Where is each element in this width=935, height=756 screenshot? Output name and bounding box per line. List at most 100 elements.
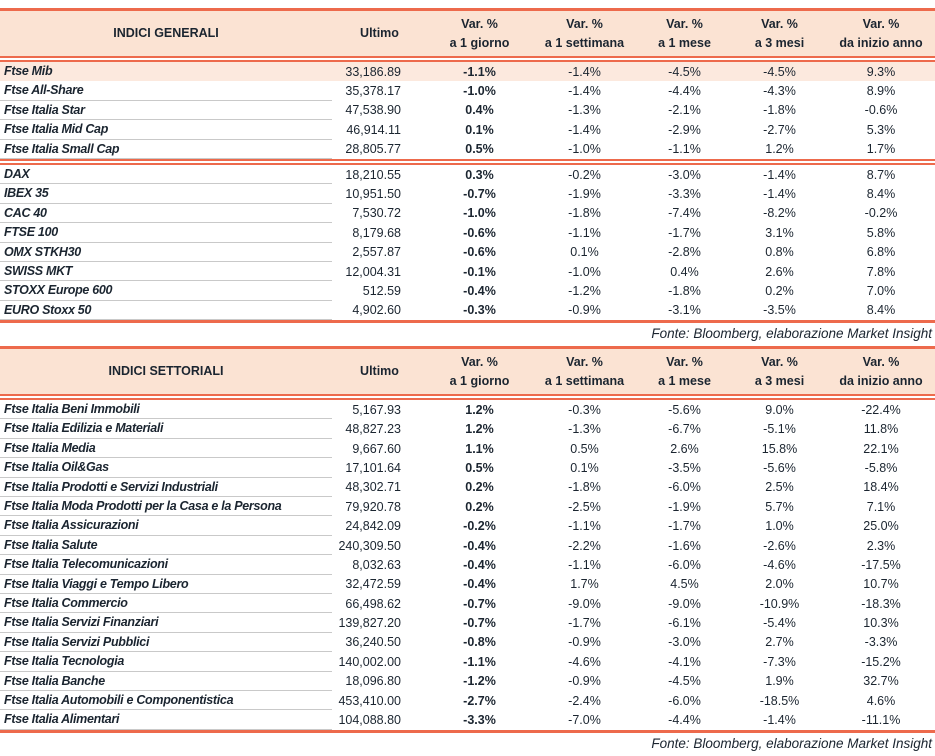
- var-ytd-value: -0.2%: [864, 206, 898, 221]
- var-1-day-value: 1.1%: [465, 441, 494, 456]
- table-body-italian-indices: Ftse Mib 33,186.89 -1.1% -1.4% -4.5% -4.5% 9.3…: [0, 62, 935, 159]
- table-indici-generali: INDICI GENERALI Ultimo Var. % a 1 giorno V…: [0, 8, 935, 346]
- var-ytd-value: 10.7%: [863, 577, 899, 592]
- column-header-var: Var. % a 3 mesi: [732, 349, 827, 394]
- var-1-week-value: -0.9%: [568, 635, 601, 650]
- var-1-day-value: -0.4%: [463, 557, 496, 572]
- ultimo-value: 5,167.93: [352, 402, 401, 417]
- index-name: SWISS MKT: [0, 262, 332, 282]
- var-ytd-value: 10.3%: [863, 616, 899, 631]
- var-3-months-value: 2.5%: [765, 480, 794, 495]
- table-row: EURO Stoxx 50 4,902.60 -0.3% -0.9% -3.1% -3.5…: [0, 301, 935, 321]
- var-1-month-value: -6.0%: [668, 693, 701, 708]
- table-row: SWISS MKT 12,004.31 -0.1% -1.0% 0.4% 2.6% 7.8%: [0, 262, 935, 282]
- ultimo-value: 35,378.17: [345, 84, 401, 99]
- var-1-month-value: -3.0%: [668, 635, 701, 650]
- header-separator-double-line: [0, 394, 935, 401]
- var-ytd-value: 8.4%: [866, 187, 896, 202]
- table-row: Ftse Italia Banche 18,096.80 -1.2% -0.9% -4.…: [0, 672, 935, 691]
- table-row: Ftse Italia Media 9,667.60 1.1% 0.5% 2.6% 15.…: [0, 439, 935, 459]
- column-header-var: Var. % a 1 giorno: [427, 11, 532, 56]
- table-row: Ftse Italia Oil&Gas 17,101.64 0.5% 0.1% -3.5…: [0, 458, 935, 478]
- table-row: Ftse Italia Telecomunicazioni 8,032.63 -0.…: [0, 555, 935, 575]
- var-1-week-value: -2.4%: [568, 693, 601, 708]
- var-1-month-value: 4.5%: [670, 577, 699, 592]
- index-name: STOXX Europe 600: [0, 281, 332, 301]
- var-1-month-value: -3.1%: [668, 303, 701, 318]
- var-period-label: da inizio anno: [839, 373, 923, 388]
- var-period-label: a 3 mesi: [754, 35, 805, 50]
- var-1-week-value: -2.2%: [568, 538, 601, 553]
- index-name: Ftse Italia Servizi Finanziari: [0, 613, 332, 633]
- var-ytd-value: 8.7%: [866, 167, 896, 182]
- var-ytd-value: 7.1%: [866, 499, 896, 514]
- var-percent-label: Var. %: [761, 354, 798, 369]
- index-name: Ftse Italia Salute: [0, 536, 332, 556]
- var-1-month-value: -4.4%: [668, 713, 701, 728]
- index-name: Ftse Italia Telecomunicazioni: [0, 555, 332, 575]
- var-1-day-value: -0.4%: [463, 283, 496, 298]
- var-3-months-value: 5.7%: [765, 499, 794, 514]
- index-name: EURO Stoxx 50: [0, 301, 332, 321]
- index-name: Ftse Italia Banche: [0, 672, 332, 691]
- var-1-day-value: -1.0%: [463, 84, 496, 99]
- ultimo-value: 240,309.50: [338, 538, 401, 553]
- index-name: Ftse Italia Alimentari: [0, 710, 332, 730]
- ultimo-value: 47,538.90: [345, 103, 401, 118]
- var-1-week-value: -0.3%: [568, 402, 601, 417]
- var-1-month-value: -1.7%: [668, 225, 701, 240]
- var-period-label: a 3 mesi: [754, 373, 805, 388]
- column-header-var: Var. % a 1 mese: [637, 11, 732, 56]
- table-body-international-indices: DAX 18,210.55 0.3% -0.2% -3.0% -1.4% 8.7% IBEX …: [0, 165, 935, 321]
- table-row: Ftse Italia Mid Cap 46,914.11 0.1% -1.4% -2.…: [0, 120, 935, 140]
- var-percent-label: Var. %: [461, 16, 498, 31]
- var-1-day-value: 0.5%: [465, 460, 494, 475]
- var-ytd-value: 22.1%: [863, 441, 899, 456]
- var-1-month-value: 2.6%: [670, 441, 699, 456]
- ultimo-value: 4,902.60: [352, 303, 401, 318]
- var-3-months-value: 15.8%: [761, 441, 798, 456]
- table-row: Ftse Italia Salute 240,309.50 -0.4% -2.2% -1…: [0, 536, 935, 556]
- var-3-months-value: -1.4%: [763, 167, 796, 182]
- index-name: Ftse Italia Media: [0, 439, 332, 459]
- index-name: Ftse Italia Prodotti e Servizi Industria…: [0, 478, 332, 498]
- var-period-label: a 1 mese: [658, 35, 711, 50]
- var-1-week-value: 0.1%: [570, 245, 599, 260]
- var-ytd-value: -18.3%: [861, 596, 901, 611]
- var-3-months-value: -5.6%: [763, 460, 796, 475]
- var-1-day-value: -3.3%: [463, 713, 496, 728]
- index-name: Ftse Mib: [4, 64, 53, 78]
- var-period-label: a 1 mese: [658, 373, 711, 388]
- var-ytd-value: 7.8%: [866, 264, 896, 279]
- table-row: Ftse Italia Beni Immobili 5,167.93 1.2% -0.…: [0, 400, 935, 420]
- ultimo-value: 10,951.50: [345, 187, 401, 202]
- var-ytd-value: 8.4%: [866, 303, 896, 318]
- var-1-day-value: 1.2%: [465, 402, 494, 417]
- ultimo-value: 140,002.00: [338, 654, 401, 669]
- index-name: Ftse Italia Beni Immobili: [0, 400, 332, 420]
- var-1-day-value: 0.1%: [465, 122, 494, 137]
- ultimo-value: 8,032.63: [352, 557, 401, 572]
- ultimo-value: 8,179.68: [352, 225, 401, 240]
- table-row: Ftse Italia Star 47,538.90 0.4% -1.3% -2.1% -…: [0, 101, 935, 121]
- index-name: CAC 40: [0, 204, 332, 224]
- ultimo-value: 36,240.50: [345, 635, 401, 650]
- var-3-months-value: 1.9%: [765, 674, 794, 689]
- table-row: Ftse Italia Small Cap 28,805.77 0.5% -1.0% -…: [0, 140, 935, 159]
- var-3-months-value: -1.4%: [763, 187, 796, 202]
- table-row: Ftse Italia Tecnologia 140,002.00 -1.1% -4.…: [0, 652, 935, 672]
- ultimo-value: 32,472.59: [345, 577, 401, 592]
- var-1-week-value: -9.0%: [568, 596, 601, 611]
- var-ytd-value: 18.4%: [863, 480, 899, 495]
- var-1-day-value: -0.6%: [463, 225, 496, 240]
- ultimo-value: 48,302.71: [345, 480, 401, 495]
- var-3-months-value: -10.9%: [759, 596, 800, 611]
- var-1-day-value: 0.2%: [465, 480, 494, 495]
- var-1-month-value: -4.5%: [668, 674, 701, 689]
- var-ytd-value: 25.0%: [863, 519, 899, 534]
- index-name: Ftse Italia Servizi Pubblici: [0, 633, 332, 653]
- var-1-month-value: -2.9%: [668, 122, 701, 137]
- ultimo-value: 28,805.77: [345, 142, 401, 157]
- var-1-week-value: -1.0%: [568, 264, 601, 279]
- table-row: DAX 18,210.55 0.3% -0.2% -3.0% -1.4% 8.7%: [0, 165, 935, 185]
